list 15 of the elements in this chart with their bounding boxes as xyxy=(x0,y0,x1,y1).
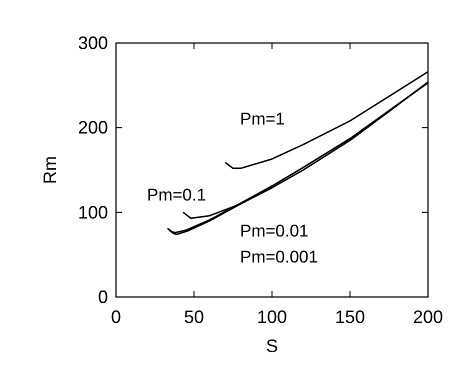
y-tick-label: 200 xyxy=(78,118,108,138)
series-label: Pm=0.1 xyxy=(147,185,206,204)
series-label: Pm=1 xyxy=(240,109,285,128)
y-tick-label: 0 xyxy=(98,287,108,307)
series-label: Pm=0.01 xyxy=(240,221,309,240)
text: Pm=0.001 xyxy=(240,247,318,266)
x-tick-label: 0 xyxy=(110,307,122,327)
x-tick-label: 50 xyxy=(184,307,204,327)
x-tick-label: 100 xyxy=(256,307,288,327)
y-tick-label: 300 xyxy=(78,33,108,53)
y-tick-label: 100 xyxy=(78,202,108,222)
x-tick-label: 150 xyxy=(334,307,366,327)
x-tick-label: 200 xyxy=(412,307,444,327)
x-axis-title: S xyxy=(266,336,278,356)
y-axis-title: Rm xyxy=(40,156,60,184)
